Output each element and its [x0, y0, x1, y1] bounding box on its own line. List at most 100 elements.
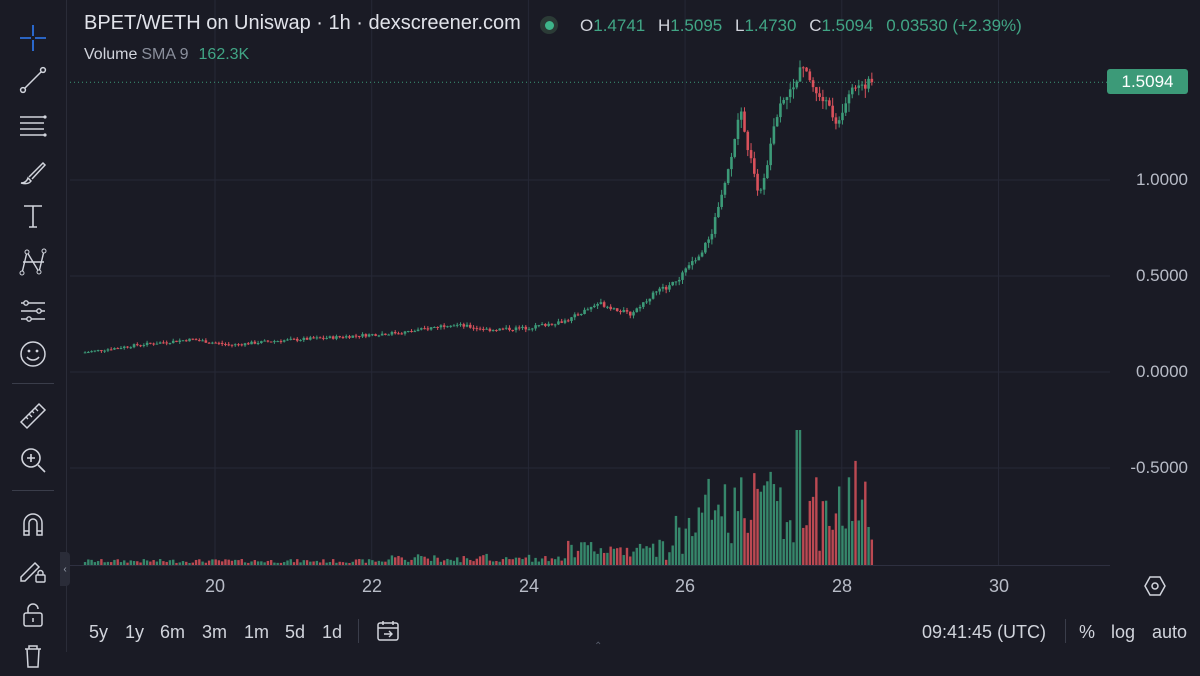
candle-body	[772, 126, 776, 144]
price-tick-label: 1.0000	[1136, 170, 1188, 189]
ruler-icon[interactable]	[13, 396, 53, 436]
volume-bar	[227, 559, 230, 565]
volume-bar	[465, 558, 469, 565]
candle-body	[713, 217, 717, 234]
candle-body	[625, 310, 629, 312]
magnet-icon[interactable]	[13, 504, 53, 544]
price-chart[interactable]	[70, 0, 1110, 565]
utc-clock[interactable]: 09:41:45 (UTC)	[922, 622, 1047, 642]
candle-body	[325, 337, 328, 339]
chart-canvas[interactable]	[70, 0, 1110, 565]
volume-bar	[394, 557, 397, 565]
volume-bar	[478, 556, 482, 565]
zoom-in-icon[interactable]	[13, 440, 53, 480]
volume-bar	[240, 559, 243, 565]
candle-body	[335, 336, 338, 339]
close-value: 1.5094	[821, 16, 874, 35]
volume-bar	[593, 551, 596, 565]
candle-body	[788, 89, 792, 98]
volume-bar	[139, 562, 142, 565]
candle-body	[478, 328, 482, 330]
time-tick-label: 28	[831, 576, 853, 596]
volume-bar	[384, 561, 387, 565]
pane-resize-handle[interactable]: ⌃	[594, 641, 603, 652]
volume-bar	[818, 550, 821, 565]
candle-body	[514, 327, 518, 331]
volume-bar	[456, 557, 459, 565]
time-axis[interactable]: 20 22 24 26 28 30	[70, 565, 1110, 606]
volume-bar	[736, 511, 740, 565]
volume-bar	[377, 560, 381, 565]
candle-body	[253, 341, 257, 344]
volume-bar	[691, 536, 694, 565]
brush-icon[interactable]	[13, 153, 53, 193]
candle-body	[214, 342, 217, 344]
collapse-toolbar-button[interactable]: ‹	[60, 552, 70, 586]
candle-body	[256, 343, 260, 345]
candle-body	[841, 112, 844, 121]
volume-bar	[142, 559, 146, 565]
log-scale-button[interactable]: log	[1111, 622, 1136, 642]
volume-bar	[276, 562, 279, 565]
volume-bar	[753, 473, 756, 565]
trash-icon[interactable]	[13, 636, 53, 676]
crosshair-icon[interactable]	[13, 18, 53, 58]
symbol-title[interactable]: BPET/WETH on Uniswap · 1h · dexscreener.…	[84, 12, 521, 34]
range-6m-button[interactable]: 6m	[160, 622, 186, 642]
text-icon[interactable]	[13, 196, 53, 236]
emoji-icon[interactable]	[13, 334, 53, 374]
low-key: L	[734, 16, 745, 35]
price-scale[interactable]: 1.0000 0.5000 0.0000 -0.5000	[1110, 0, 1200, 565]
volume-bar	[90, 559, 93, 565]
candle-body	[664, 286, 668, 290]
candle-body	[815, 87, 818, 94]
candle-body	[341, 337, 345, 339]
chart-settings-icon[interactable]	[1143, 574, 1167, 598]
volume-bar	[371, 560, 374, 565]
prediction-icon[interactable]	[13, 290, 53, 330]
horizontal-lines-icon[interactable]	[13, 106, 53, 146]
candle-body	[576, 314, 580, 316]
candle-body	[459, 324, 462, 326]
volume-legend[interactable]: Volume SMA 9 162.3K	[84, 46, 249, 64]
volume-bar	[220, 561, 224, 565]
candle-body	[498, 328, 501, 331]
volume-bar	[828, 525, 831, 565]
lock-drawings-icon[interactable]	[13, 549, 53, 589]
candle-body	[602, 302, 606, 307]
high-value: 1.5095	[670, 16, 723, 35]
range-1y-button[interactable]: 1y	[125, 622, 145, 642]
volume-bar	[615, 548, 619, 565]
candle-body	[857, 85, 861, 88]
candle-body	[746, 131, 750, 151]
auto-scale-button[interactable]: auto	[1152, 622, 1188, 642]
candle-body	[204, 340, 208, 343]
volume-bar	[609, 546, 612, 565]
candle-body	[312, 337, 315, 339]
range-5d-button[interactable]: 5d	[285, 622, 306, 642]
unlock-icon[interactable]	[13, 594, 53, 634]
candle-body	[628, 311, 632, 316]
candle-body	[795, 81, 799, 88]
candle-body	[436, 327, 439, 329]
percent-scale-button[interactable]: %	[1079, 622, 1096, 642]
range-1m-button[interactable]: 1m	[244, 622, 270, 642]
range-1d-button[interactable]: 1d	[322, 622, 343, 642]
trend-line-icon[interactable]	[13, 60, 53, 100]
pattern-icon[interactable]	[13, 242, 53, 282]
candle-body	[455, 324, 459, 326]
range-3m-button[interactable]: 3m	[202, 622, 228, 642]
calendar-icon[interactable]	[375, 618, 401, 644]
candle-body	[465, 324, 469, 327]
candle-body	[531, 328, 534, 330]
candle-body	[615, 308, 619, 312]
candle-body	[240, 344, 244, 346]
candle-body	[668, 285, 671, 290]
volume-bar	[769, 471, 772, 565]
volume-bar	[576, 550, 580, 565]
volume-bar	[325, 562, 328, 565]
time-tick-label: 22	[361, 576, 383, 596]
range-5y-button[interactable]: 5y	[89, 622, 109, 642]
candle-body	[642, 302, 645, 307]
candle-body	[224, 343, 227, 345]
